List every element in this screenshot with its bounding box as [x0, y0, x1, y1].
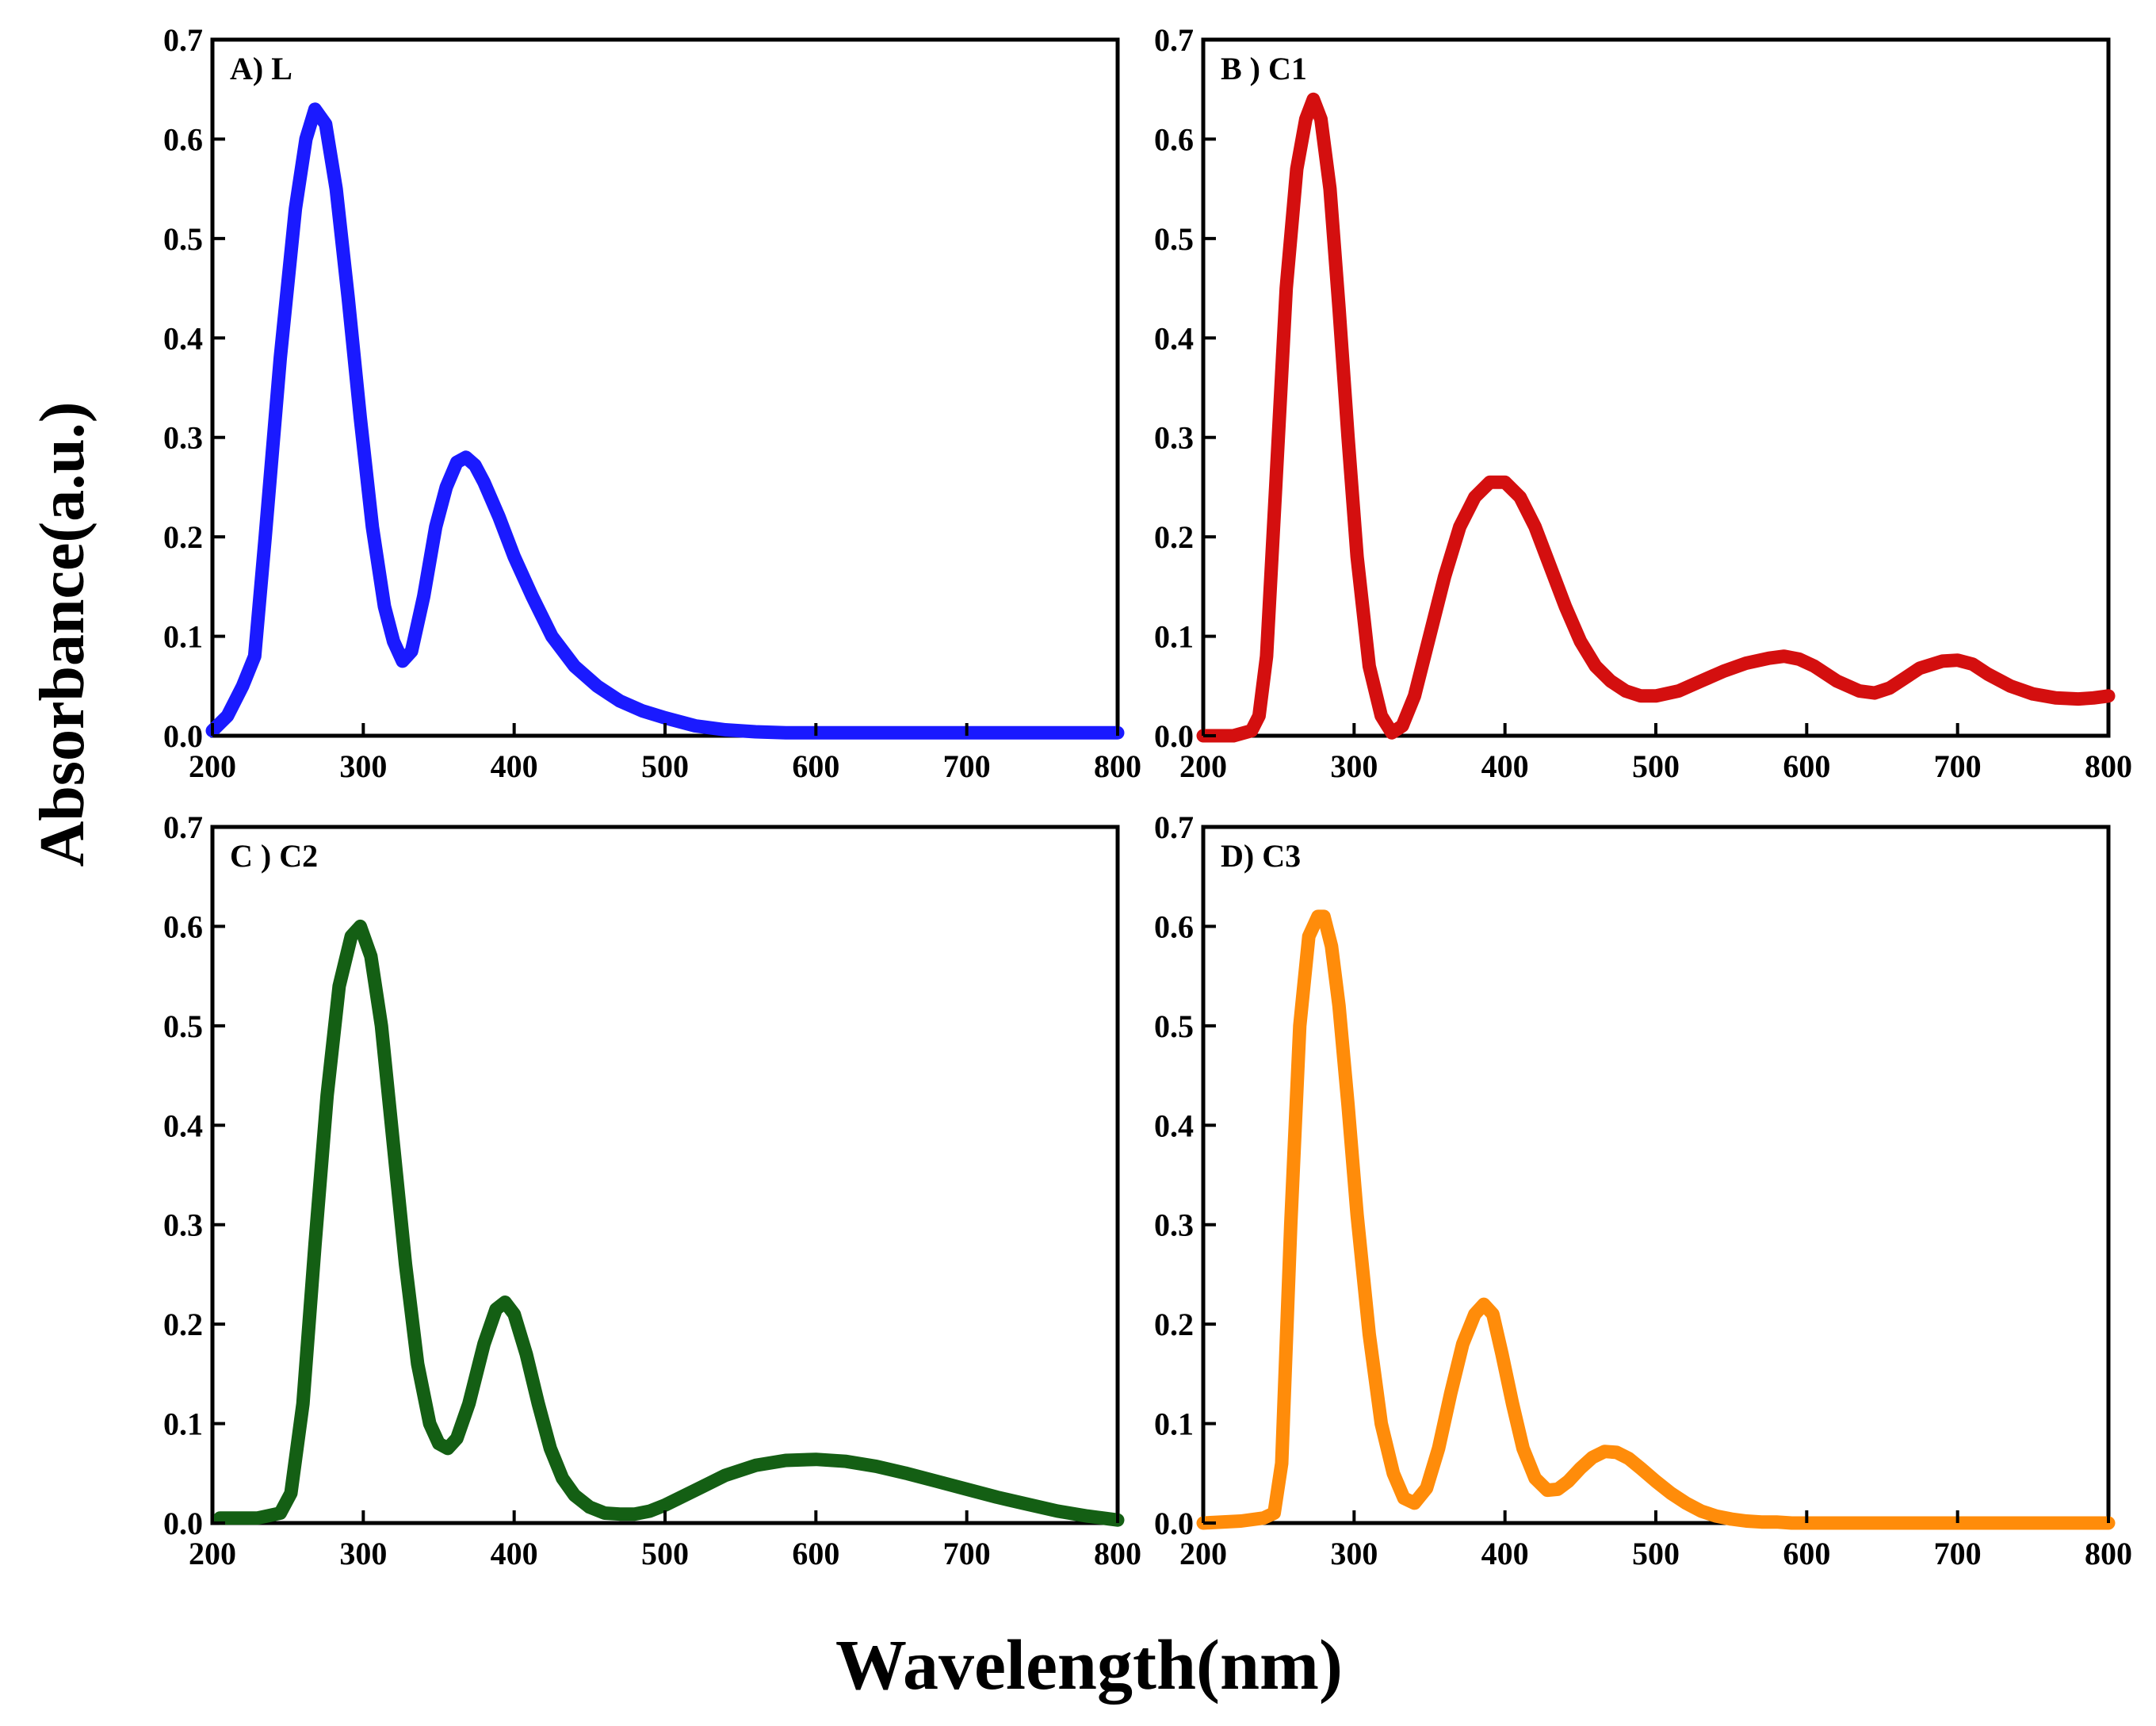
panel-d-x-tick-label: 300: [1330, 1536, 1378, 1571]
panel-d-x-tick-label: 400: [1481, 1536, 1529, 1571]
panel-c-x-tick-label: 300: [339, 1536, 387, 1571]
panel-d-y-tick-label: 0.5: [1154, 1008, 1194, 1044]
panel-b-y-tick-label: 0.4: [1154, 320, 1194, 356]
panel-c-x-tick-label: 500: [641, 1536, 689, 1571]
panel-d-y-tick-label: 0.6: [1154, 909, 1194, 944]
panel-c-x-tick-label: 700: [943, 1536, 991, 1571]
panel-a-y-tick-label: 0.3: [163, 420, 203, 456]
panel-a-label: A) L: [230, 51, 292, 86]
panel-c-x-tick-label: 200: [189, 1536, 236, 1571]
panel-d-y-tick-label: 0.0: [1154, 1506, 1194, 1541]
panel-a-y-tick-label: 0.0: [163, 718, 203, 754]
panel-a-frame: [210, 37, 1120, 738]
panel-a-x-tick-label: 700: [943, 748, 991, 784]
panel-c-x-tick-label: 400: [491, 1536, 538, 1571]
panel-d: 200 300 400 500 600 700 800 0.0 0.1 0.2 0.3 0.4 0.5 0…: [1154, 809, 2132, 1571]
panel-d-series-line: [1196, 909, 2116, 1530]
panel-c-y-tick-label: 0.0: [163, 1506, 203, 1541]
panel-d-x-tick-label: 800: [2085, 1536, 2132, 1571]
panel-a: 200 300 400 500 600 700 800 0.0 0.1 0.2 0.3 0.4 0.5 0…: [163, 22, 1141, 784]
panel-d-label: D) C3: [1221, 838, 1301, 874]
panel-d-frame: [1201, 825, 2111, 1525]
panel-b-y-tick-label: 0.6: [1154, 121, 1194, 157]
panel-b-x-tick-label: 200: [1179, 748, 1227, 784]
panel-b-x-tick-label: 800: [2085, 748, 2132, 784]
panel-a-x-tick-label: 300: [339, 748, 387, 784]
panel-b-x-tick-label: 600: [1783, 748, 1830, 784]
panel-c-y-tick-label: 0.1: [163, 1406, 203, 1442]
panel-a-x-tick-label: 800: [1094, 748, 1141, 784]
panel-a-y-tick-label: 0.2: [163, 519, 203, 555]
panel-d-y-tick-label: 0.2: [1154, 1307, 1194, 1342]
panel-b-y-tick-label: 0.7: [1154, 22, 1194, 58]
panel-d-x-tick-label: 200: [1179, 1536, 1227, 1571]
panel-b-x-tick-label: 700: [1934, 748, 1982, 784]
panel-b-y-tick-label: 0.2: [1154, 519, 1194, 555]
panel-d-y-tick-label: 0.7: [1154, 809, 1194, 845]
panel-c-x-tick-label: 800: [1094, 1536, 1141, 1571]
panel-b-x-tick-label: 400: [1481, 748, 1529, 784]
x-axis-title: Wavelength(nm): [835, 1626, 1343, 1705]
panel-b-x-tick-label: 500: [1632, 748, 1680, 784]
panel-a-x-tick-label: 400: [491, 748, 538, 784]
panel-c-y-tick-label: 0.7: [163, 809, 203, 845]
panel-b-y-tick-label: 0.3: [1154, 420, 1194, 456]
panel-b-x-tick-label: 300: [1330, 748, 1378, 784]
panel-a-y-tick-label: 0.6: [163, 121, 203, 157]
panel-b-y-tick-label: 0.1: [1154, 619, 1194, 655]
panel-c-y-tick-label: 0.3: [163, 1207, 203, 1243]
panel-c-x-tick-label: 600: [792, 1536, 839, 1571]
panel-c-label: C ) C2: [230, 838, 318, 874]
panel-d-x-tick-label: 500: [1632, 1536, 1680, 1571]
panel-c: 200 300 400 500 600 700 800 0.0 0.1 0.2 0.3 0.4 0.5 0…: [163, 809, 1141, 1571]
panel-b-series-line: [1196, 92, 2116, 743]
panel-a-y-tick-label: 0.7: [163, 22, 203, 58]
panel-b-y-tick-label: 0.5: [1154, 221, 1194, 257]
panel-a-x-tick-label: 600: [792, 748, 839, 784]
panel-c-series-line: [213, 919, 1125, 1527]
panel-d-y-tick-label: 0.3: [1154, 1207, 1194, 1243]
panel-d-y-tick-label: 0.4: [1154, 1108, 1194, 1143]
panel-c-y-tick-label: 0.5: [163, 1008, 203, 1044]
panel-a-x-tick-label: 500: [641, 748, 689, 784]
panel-a-series-line: [205, 102, 1125, 740]
panel-b-y-tick-label: 0.0: [1154, 718, 1194, 754]
panel-a-y-tick-label: 0.4: [163, 320, 203, 356]
panel-d-x-tick-label: 700: [1934, 1536, 1982, 1571]
panel-d-x-tick-label: 600: [1783, 1536, 1830, 1571]
panel-d-y-tick-label: 0.1: [1154, 1406, 1194, 1442]
panel-a-x-tick-label: 200: [189, 748, 236, 784]
panel-c-y-tick-label: 0.4: [163, 1108, 203, 1143]
y-axis-title: Absorbance(a.u.): [28, 402, 97, 867]
panel-c-y-tick-label: 0.6: [163, 909, 203, 944]
panel-a-y-tick-label: 0.5: [163, 221, 203, 257]
panel-a-y-tick-label: 0.1: [163, 619, 203, 655]
panel-b: 200 300 400 500 600 700 800 0.0 0.1 0.2 0.3 0.4 0.5 0…: [1154, 22, 2132, 784]
panel-b-label: B ) C1: [1221, 51, 1307, 86]
panel-c-y-tick-label: 0.2: [163, 1307, 203, 1342]
